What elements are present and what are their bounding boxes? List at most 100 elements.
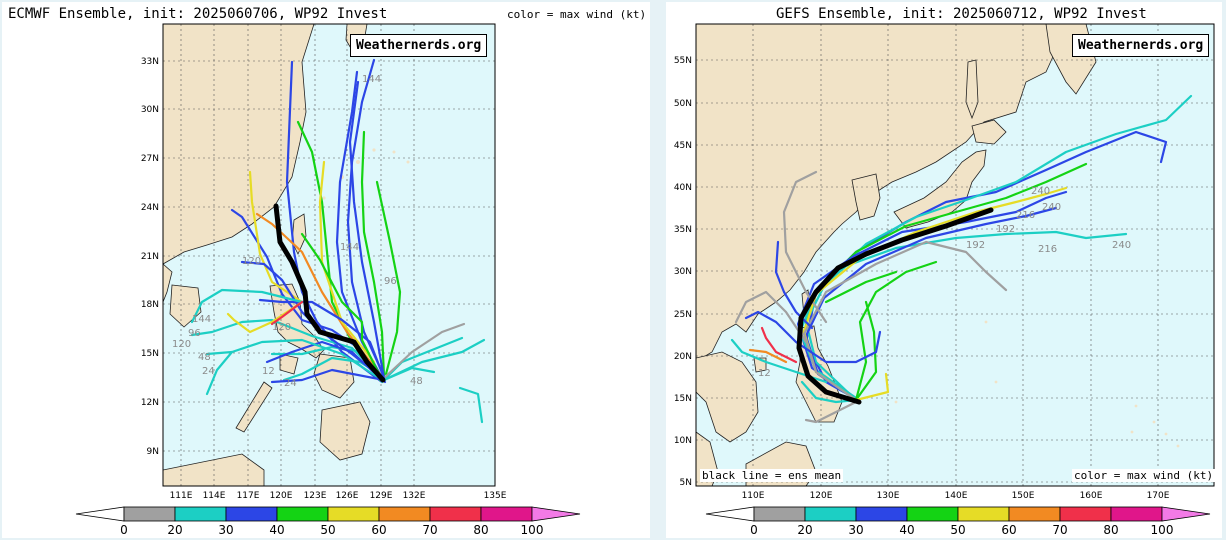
gefs-track: [802, 240, 1008, 402]
gefs-watermark: Weathernerds.org: [1072, 34, 1210, 57]
lat-tick-label: 50N: [674, 99, 692, 109]
colorbar-bin: [276, 506, 329, 522]
ecmwf-map: 144 96 120 120 144 48 24 24 48 120 96 14…: [141, 23, 507, 501]
ecmwf-track: [240, 260, 384, 380]
hour-label: 216: [1038, 244, 1057, 255]
ecmwf-track: [205, 338, 384, 382]
lat-tick-label: 15N: [141, 349, 159, 359]
ecmwf-track: [375, 180, 402, 376]
hour-label: 216: [1016, 210, 1035, 221]
hour-label: 240: [1031, 186, 1050, 197]
lon-tick-label: 123E: [304, 491, 327, 501]
gefs-track: [734, 290, 808, 344]
hour-label: 96: [384, 276, 397, 287]
gefs-panel: GEFS Ensemble, init: 2025060712, WP92 In…: [666, 2, 1222, 538]
lon-tick-label: 111E: [170, 491, 193, 501]
lat-tick-label: 45N: [674, 141, 692, 151]
lon-tick-label: 132E: [403, 491, 426, 501]
lat-tick-label: 40N: [674, 183, 692, 193]
lat-tick-label: 21N: [141, 252, 159, 262]
hour-label: 24: [284, 378, 297, 389]
colorbar-label: 60: [371, 523, 386, 537]
lat-tick-label: 24N: [141, 203, 159, 213]
lat-tick-label: 55N: [674, 56, 692, 66]
gefs-track: [760, 326, 798, 364]
lat-tick-label: 20N: [674, 352, 692, 362]
colorbar-bin: [855, 506, 908, 522]
colorbar-bin: [1059, 506, 1112, 522]
colorbar-bin: [429, 506, 482, 522]
lon-tick-label: 129E: [370, 491, 393, 501]
lat-tick-label: 27N: [141, 154, 159, 164]
gefs-track: [804, 206, 1058, 402]
lat-tick-label: 35N: [674, 225, 692, 235]
gefs-legend-note: color = max wind (kt): [1072, 469, 1216, 482]
korea-peninsula: [851, 173, 881, 221]
ecmwf-track: [382, 322, 466, 380]
lon-tick-label: 110E: [742, 491, 765, 501]
lat-tick-label: 30N: [674, 267, 692, 277]
hour-label: 120: [172, 339, 191, 350]
gefs-track: [744, 310, 828, 364]
hour-label: 48: [410, 376, 423, 387]
gefs-track: [748, 348, 788, 364]
colorbar-label: 0: [750, 523, 758, 537]
colorbar-label: 40: [899, 523, 914, 537]
asia-landmass: [696, 24, 1079, 359]
hour-label: 240: [1112, 240, 1131, 251]
ecmwf-track: [190, 318, 386, 382]
lon-tick-label: 120E: [270, 491, 293, 501]
lat-tick-label: 10N: [674, 436, 692, 446]
ecmwf-title: ECMWF Ensemble, init: 2025060706, WP92 I…: [8, 6, 388, 22]
colorbar-underflow-arrow: [705, 506, 755, 522]
hour-label: 12: [758, 368, 771, 379]
lat-tick-label: 25N: [674, 310, 692, 320]
lon-tick-label: 120E: [810, 491, 833, 501]
colorbar-bin: [906, 506, 959, 522]
hokkaido-island: [971, 119, 1007, 145]
sakhalin-island: [965, 59, 979, 120]
hour-label: 144: [362, 74, 381, 85]
ecmwf-track: [205, 350, 234, 396]
lon-tick-label: 135E: [484, 491, 507, 501]
lat-tick-label: 15N: [674, 394, 692, 404]
colorbar-overflow-arrow: [531, 506, 581, 522]
colorbar-label: 30: [848, 523, 863, 537]
ecmwf-track: [348, 80, 386, 380]
gefs-gridlines: [696, 24, 1214, 486]
colorbar-label: 80: [1103, 523, 1118, 537]
lon-tick-label: 117E: [237, 491, 260, 501]
ecmwf-track: [346, 58, 384, 374]
colorbar-label: 0: [120, 523, 128, 537]
hour-label: 144: [340, 242, 359, 253]
lon-tick-label: 114E: [203, 491, 226, 501]
ecmwf-track: [382, 366, 436, 382]
colorbar-label: 100: [521, 523, 544, 537]
ecmwf-track: [248, 170, 304, 304]
ecmwf-hour-labels: 144 96 120 120 144 48 24 24 48 120 96 14…: [172, 74, 423, 389]
colorbar-label: 20: [167, 523, 182, 537]
hour-label: 120: [242, 256, 261, 267]
ecmwf-track: [258, 298, 386, 380]
gefs-map: 240 216 240 192 216 240 192 12 55N 50N 45N…: [674, 23, 1215, 501]
indochina-landmass: [163, 263, 173, 303]
ecmwf-ensemble-mean-track: [273, 203, 386, 383]
ecmwf-legend-note: color = max wind (kt): [507, 8, 647, 21]
gefs-track: [798, 230, 1128, 400]
lat-tick-label: 30N: [141, 105, 159, 115]
pacific-islands: [894, 320, 1180, 448]
hour-label: 144: [192, 314, 211, 325]
palawan-island: [235, 381, 273, 433]
borneo-landmass: [163, 453, 265, 486]
lat-tick-label: 18N: [141, 300, 159, 310]
lat-tick-label: 5N: [680, 478, 692, 488]
gefs-ensemble-mean-track: [796, 207, 994, 405]
ecmwf-panel: ECMWF Ensemble, init: 2025060706, WP92 I…: [2, 2, 650, 538]
hour-label: 192: [966, 240, 985, 251]
colorbar-bin: [174, 506, 227, 522]
ecmwf-track: [226, 300, 304, 334]
colorbar-label: 100: [1151, 523, 1174, 537]
colorbar-label: 80: [473, 523, 488, 537]
hour-label: 48: [198, 352, 211, 363]
gefs-colorbar: 0 20 30 40 50 60 70 80 100: [705, 506, 1211, 537]
